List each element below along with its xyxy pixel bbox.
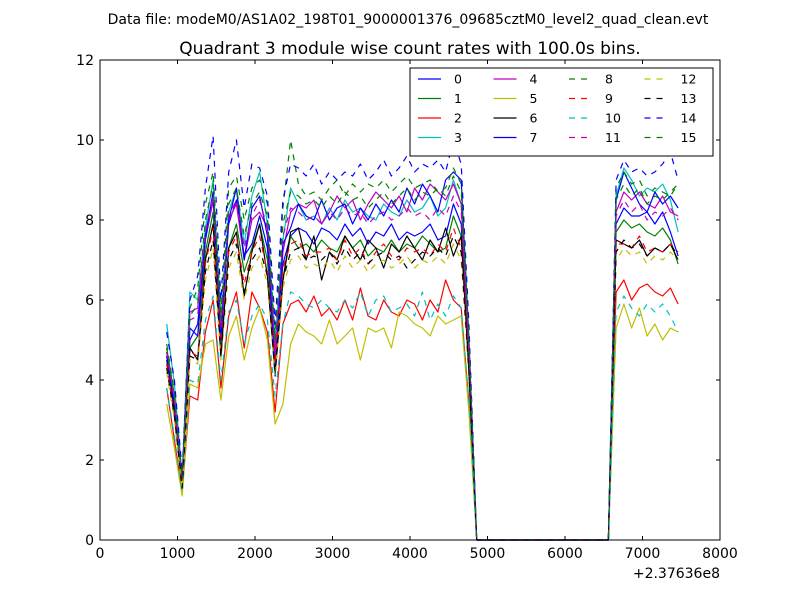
series-line-13 xyxy=(166,235,679,541)
legend-label-13: 13 xyxy=(681,91,697,106)
y-tick-label: 2 xyxy=(85,453,94,469)
legend-label-5: 5 xyxy=(530,91,538,106)
x-tick-label: 0 xyxy=(96,546,105,562)
legend-label-11: 11 xyxy=(605,130,621,145)
series-line-5 xyxy=(166,303,679,541)
legend-label-0: 0 xyxy=(454,72,462,87)
chart-title: Quadrant 3 module wise count rates with … xyxy=(179,39,640,59)
legend-label-10: 10 xyxy=(605,111,621,126)
legend-label-1: 1 xyxy=(454,91,462,106)
x-tick-label: 7000 xyxy=(625,546,661,562)
legend-box xyxy=(409,67,714,157)
x-axis: 0 1000 2000 3000 4000 5000 6000 7000 8000 xyxy=(96,60,738,562)
legend-label-7: 7 xyxy=(530,130,538,145)
x-tick-label: 8000 xyxy=(702,546,738,562)
x-tick-label: 2000 xyxy=(237,546,273,562)
y-tick-label: 6 xyxy=(85,293,94,309)
x-tick-label: 6000 xyxy=(547,546,583,562)
x-tick-label: 3000 xyxy=(315,546,351,562)
series-line-14 xyxy=(166,135,679,541)
legend-label-2: 2 xyxy=(454,111,462,126)
y-tick-label: 10 xyxy=(76,133,94,149)
legend-label-15: 15 xyxy=(681,130,697,145)
y-tick-label: 8 xyxy=(85,213,94,229)
y-tick-label: 12 xyxy=(76,53,94,69)
legend-label-14: 14 xyxy=(681,111,697,126)
x-tick-label: 5000 xyxy=(470,546,506,562)
x-offset-label: +2.37636e8 xyxy=(633,566,720,582)
legend-label-6: 6 xyxy=(530,111,538,126)
legend-label-8: 8 xyxy=(605,72,613,87)
series-line-8 xyxy=(166,139,679,541)
y-tick-label: 4 xyxy=(85,373,94,389)
x-tick-label: 4000 xyxy=(392,546,428,562)
legend-label-9: 9 xyxy=(605,91,613,106)
x-tick-label: 1000 xyxy=(160,546,196,562)
series-line-11 xyxy=(166,195,679,541)
legend-label-4: 4 xyxy=(530,72,538,87)
series-line-10 xyxy=(166,291,679,541)
legend-label-12: 12 xyxy=(681,72,697,87)
series-layer xyxy=(166,135,679,541)
chart-suptitle: Data file: modeM0/AS1A02_198T01_90000013… xyxy=(108,12,709,28)
y-tick-label: 0 xyxy=(85,533,94,549)
series-line-12 xyxy=(166,243,679,541)
legend-label-3: 3 xyxy=(454,130,462,145)
